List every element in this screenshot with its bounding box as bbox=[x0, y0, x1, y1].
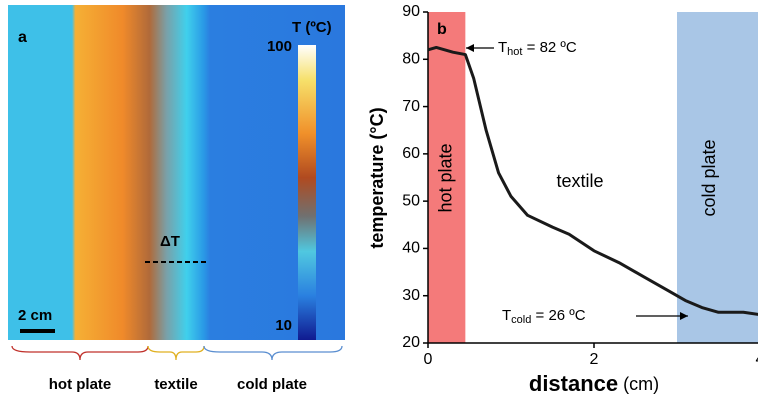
panel-label: b bbox=[437, 21, 447, 38]
region-label: hot plate bbox=[435, 143, 455, 212]
y-tick-label: 40 bbox=[402, 240, 420, 257]
colorbar-max: 100 bbox=[267, 38, 292, 55]
arrow-head bbox=[680, 312, 688, 320]
colorbar-min: 10 bbox=[275, 317, 292, 334]
y-tick-label: 60 bbox=[402, 145, 420, 162]
annotation-rest: = 82 ºC bbox=[522, 39, 576, 56]
x-tick-label: 2 bbox=[590, 351, 599, 368]
region-label: hot plate bbox=[49, 376, 112, 393]
annotation-symbol: T bbox=[502, 307, 511, 324]
y-tick-label: 50 bbox=[402, 192, 420, 209]
colorbar-title: T (ºC) bbox=[292, 19, 332, 36]
region-label: textile bbox=[154, 376, 197, 393]
x-axis-label-main: distance bbox=[529, 371, 618, 396]
y-tick-label: 80 bbox=[402, 51, 420, 68]
arrow-head bbox=[466, 44, 474, 52]
line bbox=[427, 45, 758, 316]
x-tick-label: 0 bbox=[424, 351, 433, 368]
brace bbox=[11, 345, 149, 361]
annotation-rest: = 26 ºC bbox=[531, 307, 585, 324]
scale-label: 2 cm bbox=[18, 307, 52, 324]
annotation-sub: hot bbox=[507, 46, 522, 58]
x-tick-label: 4 bbox=[756, 351, 758, 368]
y-tick-label: 70 bbox=[402, 98, 420, 115]
region-label: textile bbox=[556, 171, 603, 191]
region bbox=[677, 12, 758, 343]
region bbox=[428, 12, 466, 343]
annotation-sub: cold bbox=[511, 314, 531, 326]
x-axis-label: distance (cm) bbox=[529, 371, 659, 396]
region-label: cold plate bbox=[699, 139, 719, 216]
annotation: Tcold = 26 ºC bbox=[502, 307, 586, 326]
x-axis-label-unit: (cm) bbox=[623, 374, 659, 394]
y-tick-label: 30 bbox=[402, 287, 420, 304]
annotation: Thot = 82 ºC bbox=[498, 39, 577, 58]
y-tick-label: 20 bbox=[402, 334, 420, 351]
delta-label: ΔT bbox=[160, 233, 180, 250]
panel-label: a bbox=[18, 29, 27, 46]
y-axis-label: temperature (°C) bbox=[367, 107, 387, 248]
y-tick-label: 90 bbox=[402, 3, 420, 20]
chart: hot plate cold platetextile20304050607080… bbox=[367, 3, 758, 396]
annotation-symbol: T bbox=[498, 39, 507, 56]
brace bbox=[147, 345, 205, 361]
region-label: cold plate bbox=[237, 376, 307, 393]
thermal-image bbox=[8, 5, 345, 340]
colorbar bbox=[298, 45, 316, 340]
brace bbox=[203, 345, 343, 361]
